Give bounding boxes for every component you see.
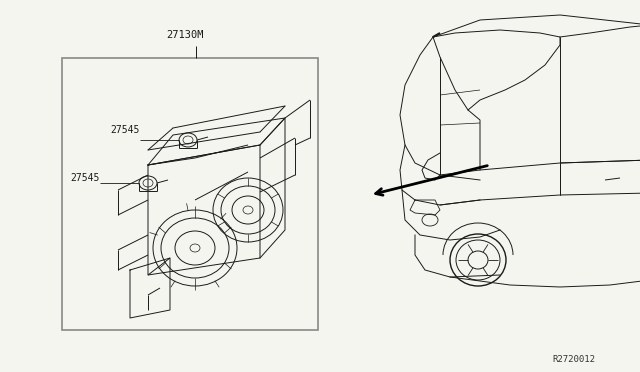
Text: 27130M: 27130M	[166, 30, 204, 40]
Text: 27545: 27545	[70, 173, 100, 183]
Text: 27545: 27545	[111, 125, 140, 135]
Text: R2720012: R2720012	[552, 355, 595, 364]
Bar	[62, 58, 318, 330]
